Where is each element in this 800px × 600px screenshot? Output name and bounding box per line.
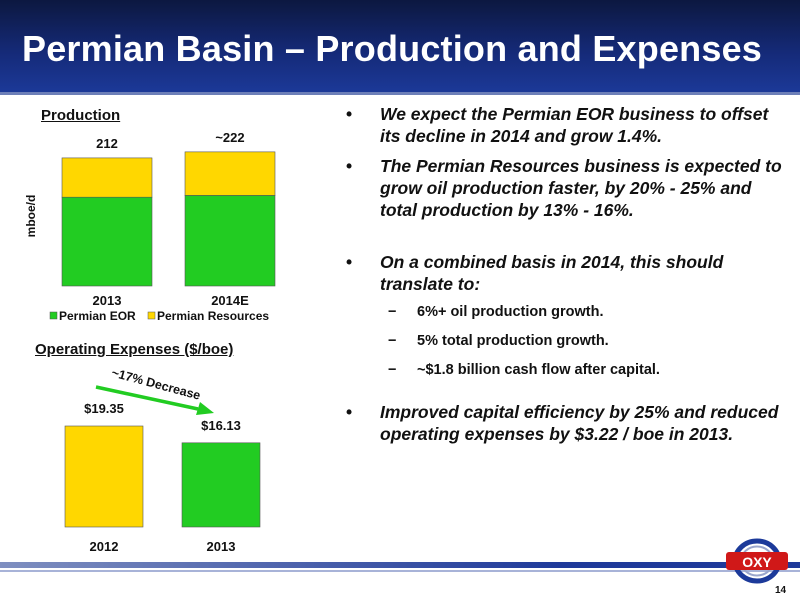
bullet-text: The Permian Resources business is expect… [380,156,782,220]
footer-rule [0,570,800,572]
sub-bullet-dash: − [388,333,397,349]
bar-permian-eor [61,196,153,287]
bullet-list: • We expect the Permian EOR business to … [338,103,793,445]
bar-opex-2013 [181,442,261,528]
bar-permian-eor [184,195,276,287]
sub-bullet-text: 5% total production growth. [417,333,609,349]
logo-text: OXY [742,554,772,570]
legend-swatch [49,311,58,320]
bullet-text: Improved capital efficiency by 25% and r… [380,402,779,444]
x-tick-label: 2014E [211,293,249,308]
decrease-arrow-line [95,385,199,411]
bar-permian-resources [184,151,276,196]
bullet-text: We expect the Permian EOR business to of… [380,104,769,146]
production-heading: Production [41,107,121,124]
footer-band [0,562,800,568]
bullet-item: • Improved capital efficiency by 25% and… [338,401,793,445]
oxy-logo: OXY [726,538,788,584]
sub-bullet-item: − 5% total production growth. [338,332,793,350]
bullet-dot: • [346,104,353,124]
bullet-dot: • [346,156,353,176]
sub-bullet-dash: − [388,362,397,378]
legend-label: Permian EOR [59,309,136,323]
expenses-chart: $19.35 2012 $16.13 2013 ~17% Decrease [64,366,261,554]
legend-label: Permian Resources [157,309,269,323]
sub-bullet-text: 6%+ oil production growth. [417,304,604,320]
legend-swatch [147,311,156,320]
bullet-item: • We expect the Permian EOR business to … [338,103,793,147]
sub-bullet-item: − ~$1.8 billion cash flow after capital. [338,361,793,379]
x-tick-label: 2013 [207,539,236,554]
header-banner [0,0,800,95]
x-tick-label: 2013 [93,293,122,308]
sub-bullet-item: − 6%+ oil production growth. [338,303,793,321]
bar-value-label: $19.35 [84,401,124,416]
page-title: Permian Basin – Production and Expenses [22,28,763,69]
expenses-heading: Operating Expenses ($/boe) [35,341,234,358]
bar-opex-2012 [64,425,144,528]
y-axis-label: mboe/d [24,195,38,238]
production-chart: mboe/d 212 2013 ~222 2014E Permian EOR Permian… [24,130,276,323]
bullet-text: On a combined basis in 2014, this should… [380,252,724,294]
bar-total-label: ~222 [215,130,244,145]
page-number: 14 [775,585,787,596]
bullet-item: • The Permian Resources business is expe… [338,155,793,221]
x-tick-label: 2012 [90,539,119,554]
bar-value-label: $16.13 [201,418,241,433]
bullet-dot: • [346,252,353,272]
bar-permian-resources [61,157,153,198]
bullet-item: • On a combined basis in 2014, this shou… [338,251,793,295]
sub-bullet-dash: − [388,304,397,320]
decrease-arrow-head [196,402,214,415]
header-rule [0,92,800,95]
sub-bullet-text: ~$1.8 billion cash flow after capital. [417,362,660,378]
bullet-dot: • [346,402,353,422]
bar-total-label: 212 [96,136,118,151]
decrease-annotation: ~17% Decrease [110,366,202,403]
